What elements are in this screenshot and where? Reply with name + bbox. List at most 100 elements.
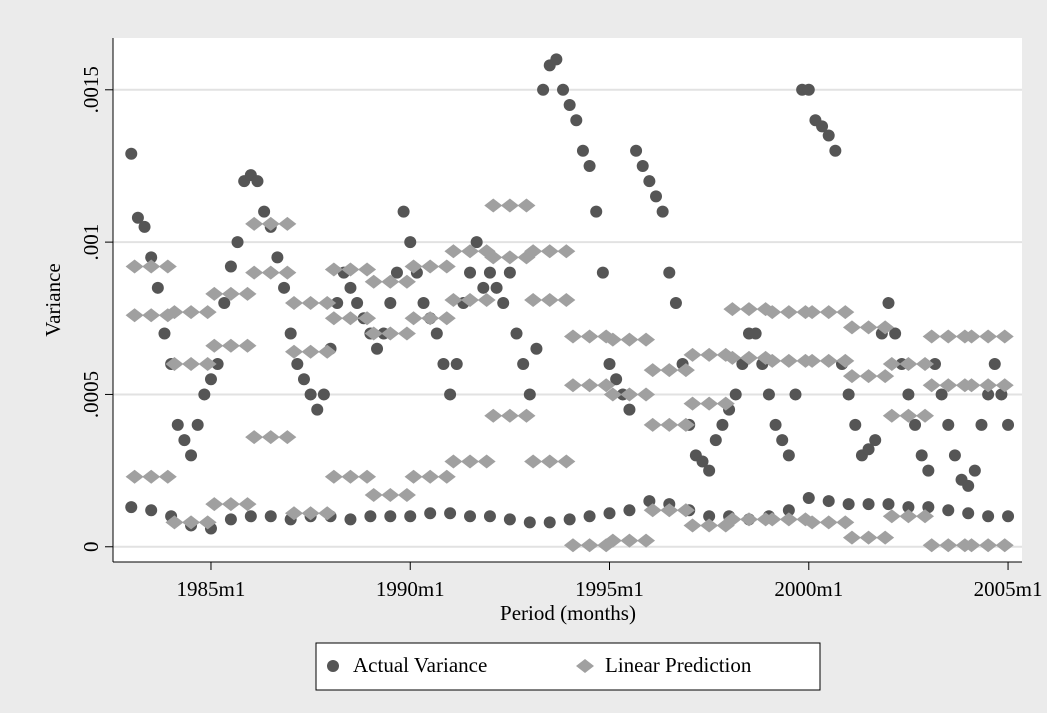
circle-marker [297, 373, 310, 386]
circle-marker [603, 507, 616, 520]
diamond-marker [165, 305, 184, 320]
diamond-marker [404, 311, 423, 326]
y-tick-label: .0015 [79, 66, 103, 113]
diamond-marker [158, 469, 177, 484]
diamond-marker [517, 250, 536, 265]
diamond-marker [882, 509, 901, 524]
diamond-marker [261, 430, 280, 445]
circle-marker [623, 504, 636, 517]
diamond-marker [182, 356, 201, 371]
diamond-marker [397, 487, 416, 502]
diamond-marker [939, 538, 958, 553]
diamond-marker [341, 262, 360, 277]
circle-marker [344, 281, 357, 294]
circle-marker [204, 373, 217, 386]
x-tick-label: 1995m1 [575, 577, 644, 601]
diamond-marker [444, 293, 463, 307]
circle-marker [138, 220, 151, 233]
diamond-marker [660, 503, 679, 518]
circle-marker [902, 501, 915, 514]
circle-marker [198, 388, 211, 401]
diamond-marker [676, 363, 695, 378]
legend-label: Actual Variance [353, 653, 487, 677]
circle-marker [583, 510, 596, 523]
circle-marker [430, 327, 443, 340]
circle-marker [327, 660, 339, 672]
diamond-marker [876, 530, 895, 545]
circle-marker [131, 211, 144, 224]
circle-marker [244, 510, 257, 523]
diamond-marker [165, 515, 184, 530]
diamond-marker [676, 503, 695, 518]
circle-marker [390, 266, 403, 279]
diamond-marker [916, 408, 935, 423]
diamond-marker [620, 533, 639, 548]
diamond-marker [524, 454, 543, 469]
circle-marker [218, 297, 231, 310]
diamond-marker [198, 515, 217, 530]
x-tick-label: 1990m1 [376, 577, 445, 601]
diamond-marker [182, 305, 201, 320]
circle-marker [231, 236, 244, 249]
diamond-marker [524, 293, 543, 307]
circle-marker [862, 498, 875, 511]
diamond-marker [557, 244, 576, 259]
diamond-marker [285, 344, 304, 359]
y-axis-title: Variance [41, 263, 65, 336]
diamond-marker [700, 347, 719, 362]
diamond-marker [637, 332, 656, 347]
x-tick-label: 2000m1 [774, 577, 843, 601]
circle-marker [982, 510, 995, 523]
diamond-marker [995, 538, 1014, 553]
diamond-marker [740, 302, 759, 317]
diamond-marker [205, 286, 224, 301]
diamond-marker [842, 369, 861, 384]
diamond-marker [404, 469, 423, 484]
diamond-marker [517, 408, 536, 423]
circle-marker [450, 357, 463, 370]
diamond-marker [477, 454, 496, 469]
diamond-marker [421, 469, 440, 484]
diamond-marker [238, 338, 257, 353]
diamond-marker [500, 408, 519, 423]
diamond-marker [261, 216, 280, 231]
circle-marker [523, 516, 536, 529]
circle-marker [191, 418, 204, 431]
diamond-marker [278, 430, 297, 445]
circle-marker [1002, 418, 1015, 431]
circle-marker [822, 495, 835, 508]
diamond-marker [477, 293, 496, 307]
diamond-marker [882, 356, 901, 371]
circle-marker [882, 297, 895, 310]
circle-marker [444, 507, 457, 520]
diamond-marker [461, 244, 480, 259]
legend-items: Actual Variance Linear Prediction [327, 653, 752, 677]
diamond-marker [939, 329, 958, 344]
circle-marker [158, 327, 171, 340]
circle-marker [696, 455, 709, 468]
circle-marker [962, 507, 975, 520]
diamond-marker [158, 259, 177, 274]
diamond-marker [740, 350, 759, 365]
diamond-marker [803, 353, 822, 368]
diamond-marker [278, 216, 297, 231]
diamond-marker [221, 497, 240, 512]
diamond-marker [580, 538, 599, 553]
diamond-marker [580, 329, 599, 344]
circle-marker [656, 205, 669, 218]
circle-marker [703, 510, 716, 523]
diamond-marker [979, 378, 998, 393]
circle-marker [630, 144, 643, 157]
diamond-marker [142, 308, 161, 323]
circle-marker [503, 513, 516, 526]
diamond-marker [899, 408, 918, 423]
circle-marker [590, 205, 603, 218]
diamond-marker [859, 369, 878, 384]
diamond-marker [318, 344, 337, 359]
diamond-marker [962, 378, 981, 393]
diamond-marker [301, 296, 320, 311]
circle-marker [404, 236, 417, 249]
diamond-marker [819, 353, 838, 368]
diamond-marker [142, 259, 161, 274]
diamond-marker [916, 356, 935, 371]
